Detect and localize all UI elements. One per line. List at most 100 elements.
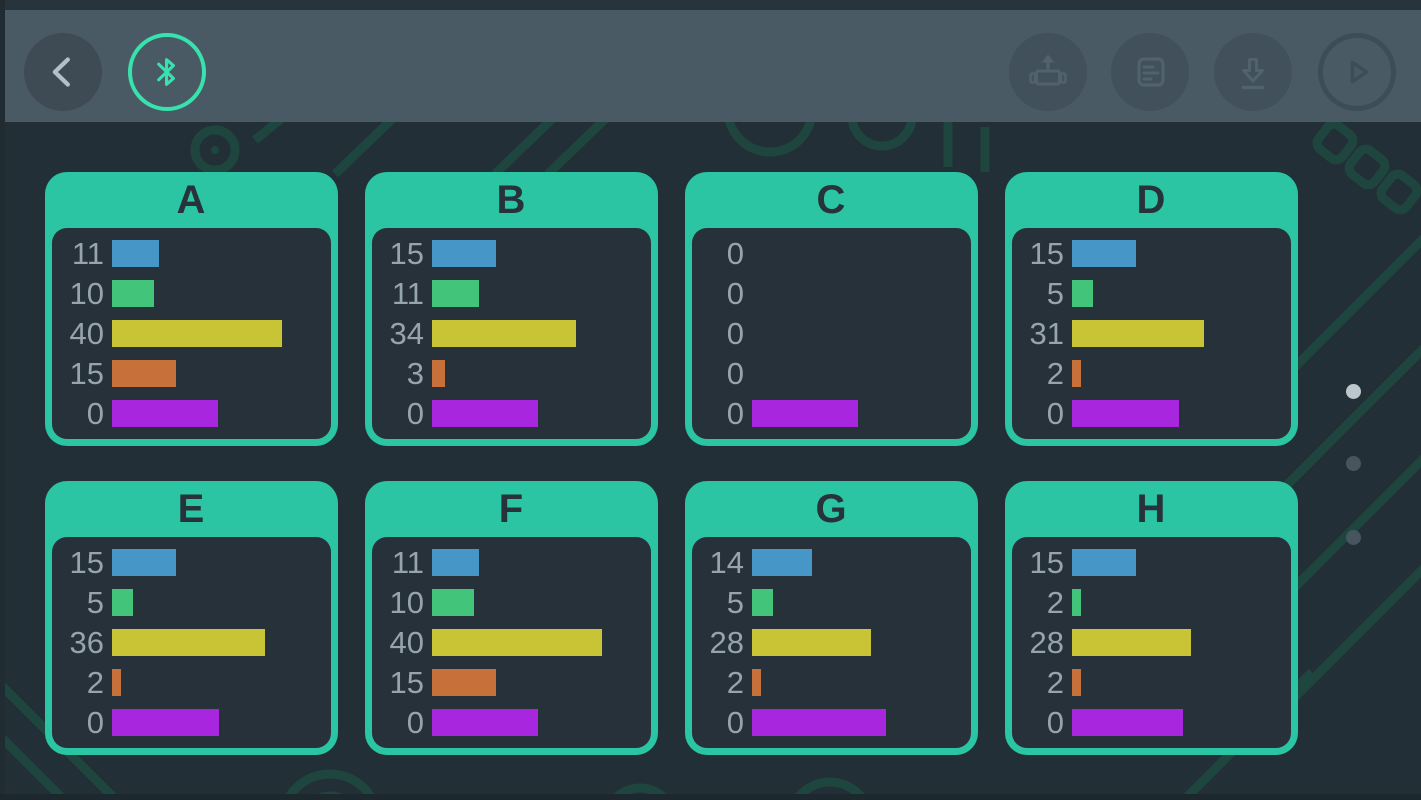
chart-row: 5 — [1012, 274, 1291, 314]
row-bar — [752, 628, 871, 656]
card-chart-panel: 11 10 40 15 0 — [52, 228, 331, 439]
row-value-label: 5 — [726, 585, 744, 621]
chart-row: 0 — [692, 353, 971, 393]
play-button[interactable] — [1318, 33, 1396, 111]
chart-row: 40 — [372, 623, 651, 663]
row-value-label: 11 — [391, 545, 424, 581]
chart-row: 0 — [692, 274, 971, 314]
row-value-label: 0 — [726, 236, 744, 272]
card-title: E — [177, 486, 206, 531]
row-value-label: 28 — [1029, 624, 1064, 660]
sensor-card-g: G 14 5 28 2 0 — [685, 481, 978, 755]
download-button[interactable] — [1214, 33, 1292, 111]
row-bar — [752, 549, 812, 577]
row-bar — [112, 628, 265, 656]
card-chart-panel: 15 5 31 2 0 — [1012, 228, 1291, 439]
row-value-label: 11 — [391, 276, 424, 312]
row-value-label: 15 — [389, 236, 424, 272]
row-bar — [1072, 549, 1136, 577]
chart-row: 28 — [692, 623, 971, 663]
pager-dot-3[interactable] — [1346, 530, 1361, 545]
row-value-label: 11 — [71, 236, 104, 272]
row-value-label: 28 — [709, 624, 744, 660]
row-value-label: 40 — [69, 315, 104, 351]
upload-to-device-button[interactable] — [1009, 33, 1087, 111]
row-value-label: 15 — [1029, 545, 1064, 581]
row-value-label: 15 — [69, 545, 104, 581]
chart-row: 0 — [692, 234, 971, 274]
row-bar — [112, 280, 154, 308]
row-value-label: 2 — [726, 664, 744, 700]
chart-row: 0 — [1012, 393, 1291, 433]
chart-row: 0 — [692, 314, 971, 354]
sensor-card-b: B 15 11 34 3 0 — [365, 172, 658, 446]
chart-row: 15 — [372, 662, 651, 702]
chart-row: 0 — [52, 393, 331, 433]
row-value-label: 0 — [1046, 704, 1064, 740]
row-bar — [432, 549, 479, 577]
sensor-card-f: F 11 10 40 15 0 — [365, 481, 658, 755]
chart-row: 11 — [372, 274, 651, 314]
chart-row: 0 — [692, 702, 971, 742]
back-button[interactable] — [24, 33, 102, 111]
card-title: A — [176, 177, 207, 222]
row-value-label: 15 — [69, 355, 104, 391]
row-value-label: 0 — [726, 355, 744, 391]
row-bar — [432, 319, 576, 347]
chart-row: 2 — [1012, 662, 1291, 702]
chart-row: 2 — [1012, 583, 1291, 623]
chart-row: 5 — [692, 583, 971, 623]
status-bar — [0, 0, 1421, 10]
sensor-card-h: H 15 2 28 2 0 — [1005, 481, 1298, 755]
row-bar — [432, 628, 602, 656]
row-value-label: 0 — [726, 276, 744, 312]
card-chart-panel: 14 5 28 2 0 — [692, 537, 971, 748]
sensor-card-e: E 15 5 36 2 0 — [45, 481, 338, 755]
chart-row: 15 — [1012, 543, 1291, 583]
row-bar — [752, 399, 858, 427]
row-bar — [432, 240, 496, 268]
sensor-card-d: D 15 5 31 2 0 — [1005, 172, 1298, 446]
card-title: D — [1136, 177, 1167, 222]
row-bar — [1072, 280, 1093, 308]
chart-row: 36 — [52, 623, 331, 663]
row-value-label: 2 — [1046, 664, 1064, 700]
row-value-label: 15 — [389, 664, 424, 700]
row-value-label: 40 — [389, 624, 424, 660]
chart-row: 15 — [52, 543, 331, 583]
row-bar — [432, 589, 474, 617]
row-bar — [1072, 359, 1081, 387]
row-bar — [1072, 589, 1081, 617]
card-title: B — [496, 177, 527, 222]
row-value-label: 0 — [1046, 395, 1064, 431]
pager-dot-1[interactable] — [1346, 384, 1361, 399]
row-value-label: 0 — [726, 315, 744, 351]
row-bar — [112, 708, 219, 736]
card-chart-panel: 11 10 40 15 0 — [372, 537, 651, 748]
pager-dot-2[interactable] — [1346, 456, 1361, 471]
row-value-label: 34 — [389, 315, 424, 351]
row-bar — [112, 549, 176, 577]
chart-row: 10 — [372, 583, 651, 623]
row-value-label: 14 — [709, 545, 744, 581]
card-title: G — [815, 486, 848, 531]
row-bar — [1072, 628, 1191, 656]
chart-row: 0 — [692, 393, 971, 433]
download-icon — [1229, 48, 1277, 96]
log-button[interactable] — [1111, 33, 1189, 111]
chart-row: 0 — [1012, 702, 1291, 742]
row-bar — [112, 319, 282, 347]
row-value-label: 2 — [86, 664, 104, 700]
chart-row: 34 — [372, 314, 651, 354]
row-bar — [112, 359, 176, 387]
row-value-label: 2 — [1046, 355, 1064, 391]
bluetooth-button[interactable] — [128, 33, 206, 111]
card-title: H — [1136, 486, 1167, 531]
row-bar — [1072, 319, 1204, 347]
row-bar — [432, 359, 445, 387]
row-bar — [752, 708, 886, 736]
chart-row: 0 — [372, 393, 651, 433]
cards-grid: A 11 10 40 15 0 B 15 11 34 3 0 C 0 0 0 0 0 D 15 5 31 2 0 E 15 5 36 2… — [45, 172, 1298, 755]
row-value-label: 0 — [86, 395, 104, 431]
